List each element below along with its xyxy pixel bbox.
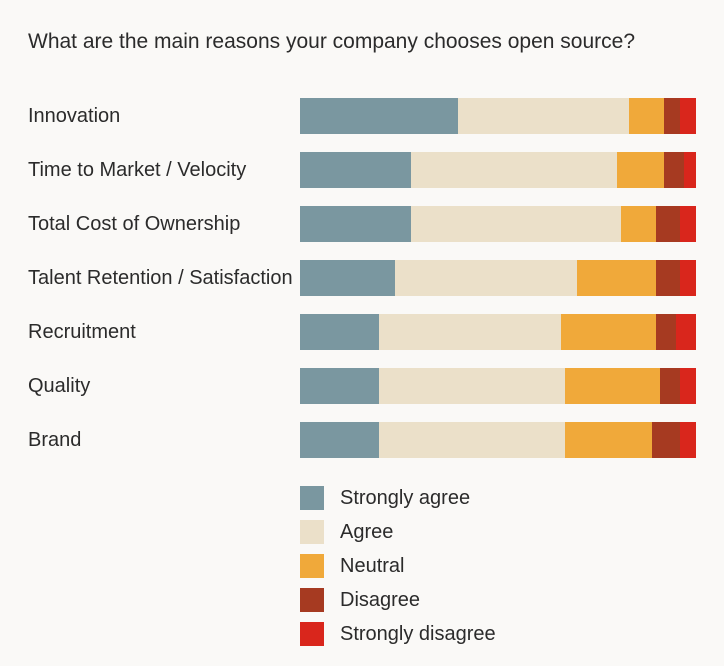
bar-segment-disagree [656, 260, 680, 296]
row-label: Total Cost of Ownership [28, 213, 300, 236]
bar-segment-strongly_disagree [680, 260, 696, 296]
stacked-bar [300, 422, 696, 458]
row-label: Recruitment [28, 321, 300, 344]
bar-segment-disagree [652, 422, 680, 458]
bar-segment-neutral [629, 98, 665, 134]
chart-row: Time to Market / Velocity [28, 152, 696, 188]
bar-segment-agree [379, 422, 565, 458]
stacked-bar [300, 206, 696, 242]
bar-segment-disagree [660, 368, 680, 404]
bar-segment-agree [411, 152, 617, 188]
bar-segment-disagree [664, 152, 684, 188]
chart-title: What are the main reasons your company c… [28, 30, 696, 54]
bar-segment-neutral [577, 260, 656, 296]
legend-label: Strongly agree [340, 487, 470, 510]
bar-segment-agree [458, 98, 628, 134]
bar-segment-agree [379, 368, 565, 404]
bar-segment-strongly_disagree [680, 368, 696, 404]
chart-row: Brand [28, 422, 696, 458]
legend-label: Neutral [340, 555, 404, 578]
bar-segment-disagree [664, 98, 680, 134]
bar-segment-neutral [565, 368, 660, 404]
bar-segment-disagree [656, 314, 676, 350]
stacked-bar [300, 314, 696, 350]
chart-row: Total Cost of Ownership [28, 206, 696, 242]
legend-label: Strongly disagree [340, 623, 496, 646]
bar-segment-neutral [565, 422, 652, 458]
bar-segment-neutral [617, 152, 665, 188]
row-label: Talent Retention / Satisfaction [28, 267, 300, 290]
chart-row: Innovation [28, 98, 696, 134]
chart-row: Recruitment [28, 314, 696, 350]
legend: Strongly agree Agree Neutral Disagree Strong… [300, 486, 696, 646]
row-label: Brand [28, 429, 300, 452]
row-label: Innovation [28, 105, 300, 128]
legend-swatch [300, 622, 324, 646]
bar-segment-strongly_disagree [680, 206, 696, 242]
legend-item-agree: Agree [300, 520, 696, 544]
stacked-bar [300, 98, 696, 134]
legend-swatch [300, 588, 324, 612]
row-label: Time to Market / Velocity [28, 159, 300, 182]
legend-swatch [300, 486, 324, 510]
legend-label: Disagree [340, 589, 420, 612]
bar-segment-strongly_agree [300, 260, 395, 296]
stacked-bar [300, 152, 696, 188]
chart-area: Innovation Time to Market / Velocity Total… [28, 98, 696, 458]
bar-segment-agree [411, 206, 621, 242]
legend-item-strongly_disagree: Strongly disagree [300, 622, 696, 646]
stacked-bar [300, 260, 696, 296]
bar-segment-strongly_agree [300, 206, 411, 242]
chart-row: Quality [28, 368, 696, 404]
legend-label: Agree [340, 521, 393, 544]
bar-segment-neutral [561, 314, 656, 350]
row-label: Quality [28, 375, 300, 398]
bar-segment-strongly_disagree [684, 152, 696, 188]
bar-segment-strongly_agree [300, 314, 379, 350]
legend-swatch [300, 520, 324, 544]
legend-swatch [300, 554, 324, 578]
bar-segment-strongly_agree [300, 422, 379, 458]
bar-segment-strongly_disagree [680, 98, 696, 134]
bar-segment-strongly_agree [300, 98, 458, 134]
legend-item-neutral: Neutral [300, 554, 696, 578]
legend-item-disagree: Disagree [300, 588, 696, 612]
bar-segment-strongly_disagree [676, 314, 696, 350]
bar-segment-disagree [656, 206, 680, 242]
bar-segment-neutral [621, 206, 657, 242]
chart-row: Talent Retention / Satisfaction [28, 260, 696, 296]
bar-segment-agree [379, 314, 561, 350]
bar-segment-strongly_agree [300, 152, 411, 188]
bar-segment-agree [395, 260, 577, 296]
bar-segment-strongly_disagree [680, 422, 696, 458]
legend-item-strongly_agree: Strongly agree [300, 486, 696, 510]
stacked-bar [300, 368, 696, 404]
bar-segment-strongly_agree [300, 368, 379, 404]
